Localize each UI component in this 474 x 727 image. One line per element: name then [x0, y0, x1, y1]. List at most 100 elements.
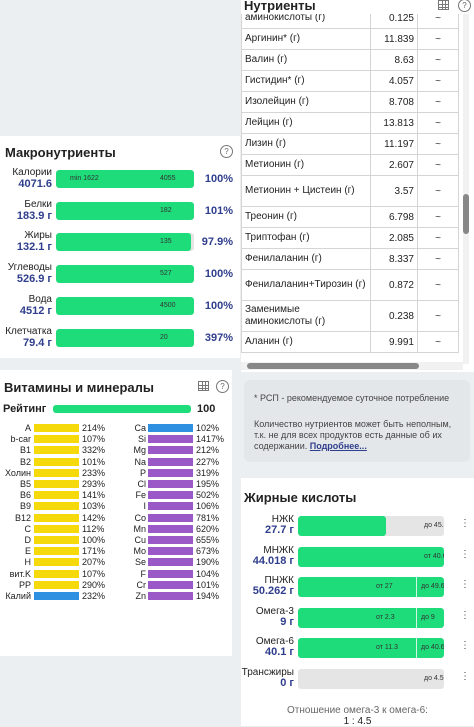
nutrient-bar — [34, 536, 79, 544]
more-link[interactable]: Подробнее... — [309, 441, 367, 451]
nutrient-name: Заменимые аминокислоты (г) — [241, 300, 371, 332]
nutrient-percent: 232% — [82, 591, 106, 601]
nutrient-label: Cu — [134, 535, 146, 545]
nutrient-percent: 620% — [196, 523, 220, 534]
fatty-acid-row: Омега-3 9 г от 2.3 до 9 ⋮ — [241, 606, 473, 636]
fatty-acid-name: МНЖК — [263, 544, 294, 556]
fatty-acid-row: Омега-6 40.1 г от 11.3 до 40.6 ⋮ — [241, 636, 473, 666]
nutrient-label: B2 — [19, 456, 31, 467]
nutrient-value: 6.798 — [370, 206, 418, 228]
more-options-icon[interactable]: ⋮ — [460, 670, 470, 682]
nutrient-value: 0.872 — [370, 269, 418, 301]
more-options-icon[interactable]: ⋮ — [460, 518, 470, 529]
fatty-acid-bar: до 45.1 — [298, 516, 444, 536]
nutrient-name: Аланин (г) — [241, 331, 371, 353]
nutrient-value: 11.197 — [370, 133, 418, 155]
horizontal-scrollbar[interactable] — [241, 362, 463, 370]
nutrient-percent: 104% — [196, 568, 220, 579]
nutrient-bar — [148, 547, 193, 556]
fatty-acid-value: 40.1 г — [264, 646, 294, 658]
nutrient-bar — [148, 446, 193, 455]
fatty-acid-bar: до 4.5 — [298, 668, 444, 689]
table-view-icon[interactable] — [438, 0, 449, 10]
nutrient-label: A — [24, 423, 31, 433]
macro-target-label: 182 — [160, 206, 172, 214]
macro-bar-fill — [56, 201, 194, 220]
nutrient-row: Треонин (г) 6.798 ~ — [241, 206, 459, 228]
nutrient-bar — [34, 446, 79, 455]
nutrient-rsp: ~ — [417, 227, 459, 249]
nutrient-label: F — [140, 568, 147, 579]
vertical-scrollbar-thumb[interactable] — [463, 194, 469, 234]
more-options-icon[interactable]: ⋮ — [460, 609, 470, 621]
nutrient-label: Mo — [133, 546, 146, 557]
fatty-acid-tick — [416, 577, 417, 597]
help-icon[interactable] — [220, 145, 233, 158]
nutrient-percent: 207% — [82, 557, 106, 568]
nutrient-bar — [34, 569, 79, 578]
nutrient-label: C — [24, 523, 32, 534]
nutrient-name: Гистидин* (г) — [241, 70, 371, 92]
fatty-acid-row: Трансжиры 0 г до 4.5 ⋮ — [241, 667, 473, 697]
fatty-acid-name: Трансжиры — [241, 666, 294, 678]
macro-name: Жиры — [24, 230, 52, 242]
fatty-acid-value: 9 г — [280, 615, 294, 628]
vitamins-minerals-grid: A 214% b-car 107% B1 332% B2 101% Холин 233% B5 293… — [0, 423, 232, 623]
macro-target-label: 4500 — [160, 301, 176, 309]
nutrient-percent: 171% — [82, 546, 106, 557]
nutrient-bar — [148, 580, 193, 589]
nutrient-name: Фенилаланин (г) — [241, 248, 371, 270]
nutrient-row: аминокислоты (г) 0.125 ~ — [241, 14, 459, 29]
fatty-acid-value: 44.018 г — [252, 554, 294, 567]
completeness-note: Количество нутриентов может быть неполны… — [254, 419, 464, 452]
fatty-acid-bar: от 11.3 до 40.6 — [298, 638, 444, 658]
nutrient-label: PP — [18, 579, 31, 590]
nutrient-label: B12 — [14, 512, 31, 523]
nutrient-label: Si — [137, 434, 146, 445]
macro-bar: 20 — [56, 328, 194, 347]
nutrient-rsp: ~ — [417, 248, 459, 270]
nutrient-row: Заменимые аминокислоты (г) 0.238 ~ — [241, 300, 459, 332]
nutrient-rsp: ~ — [417, 300, 459, 332]
nutrient-percent: 194% — [196, 591, 220, 601]
help-icon[interactable] — [458, 0, 471, 12]
macro-row: Белки 183.9 г 182 101% — [0, 199, 240, 231]
fatty-acid-min-label: от 27 — [376, 583, 393, 590]
nutrient-rsp: ~ — [417, 331, 459, 353]
macro-bar-fill — [56, 296, 194, 315]
more-options-icon[interactable]: ⋮ — [460, 640, 470, 651]
more-options-icon[interactable]: ⋮ — [460, 579, 470, 590]
nutrient-label: Se — [134, 557, 146, 568]
macro-target-label: 527 — [160, 270, 172, 278]
macro-bar: 4500 — [56, 296, 194, 315]
nutrient-row: Лизин (г) 11.197 ~ — [241, 133, 459, 155]
macro-value: 526.9 г — [16, 273, 52, 286]
nutrient-value: 8.63 — [370, 49, 418, 71]
fatty-acid-min-label: от 2.3 — [376, 613, 395, 621]
table-view-icon[interactable] — [198, 381, 209, 391]
nutrient-percent: 319% — [196, 467, 220, 478]
nutrient-rsp: ~ — [417, 28, 459, 50]
nutrient-percent: 673% — [196, 546, 220, 557]
nutrient-label: Na — [134, 456, 146, 467]
fatty-acid-bar-fill — [298, 638, 444, 658]
nutrients-table-viewport[interactable]: аминокислоты (г) 0.125 ~ Аргинин* (г) 11.839… — [241, 14, 463, 362]
nutrient-percent: 107% — [82, 434, 106, 445]
more-options-icon[interactable]: ⋮ — [460, 548, 470, 560]
rating-bar — [53, 405, 191, 413]
macro-row: Вода 4512 г 4500 100% — [0, 294, 240, 326]
nutrient-bar — [34, 558, 79, 567]
nutrient-row: Метионин + Цистеин (г) 3.57 ~ — [241, 175, 459, 207]
vertical-scrollbar[interactable] — [463, 14, 469, 364]
fatty-acid-tick — [416, 638, 417, 658]
help-icon[interactable] — [216, 380, 229, 393]
horizontal-scrollbar-thumb[interactable] — [247, 363, 419, 369]
nutrient-label: E — [24, 546, 31, 557]
nutrient-row: Аланин (г) 9.991 ~ — [241, 331, 459, 353]
fatty-acid-name: Омега-6 — [255, 636, 294, 647]
nutrient-name: Лизин (г) — [241, 133, 371, 155]
nutrient-percent: 107% — [82, 568, 106, 579]
nutrient-name: Треонин (г) — [241, 206, 371, 228]
macronutrients-list: Калории 4071.6 min 1622 4055 100% Белки 183.9 … — [0, 167, 240, 357]
